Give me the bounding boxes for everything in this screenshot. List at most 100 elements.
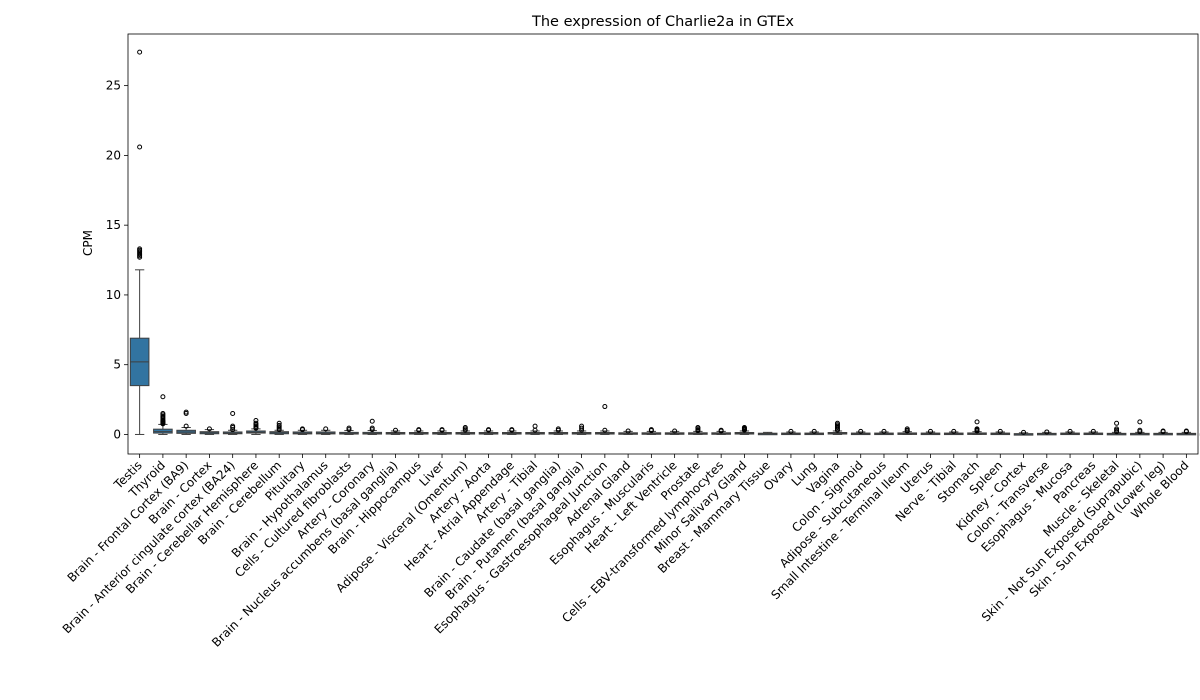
- box-16: [502, 427, 522, 435]
- outlier-point: [788, 428, 794, 434]
- box-12: [408, 427, 429, 435]
- y-tick-label: 25: [106, 79, 121, 93]
- outlier-point: [276, 420, 282, 426]
- outlier-point: [323, 426, 329, 432]
- box-40: [1060, 428, 1080, 436]
- outlier-point: [462, 424, 468, 430]
- box-11: [385, 427, 406, 435]
- outlier-point: [858, 428, 864, 434]
- outlier-point: [369, 425, 375, 431]
- outlier-point: [928, 428, 933, 434]
- outlier-point: [672, 428, 678, 434]
- box-20: [595, 404, 615, 435]
- outlier-point: [834, 420, 840, 426]
- outlier-point: [369, 418, 375, 424]
- outlier-point: [230, 427, 236, 433]
- box-35: [943, 428, 964, 436]
- box-30: [827, 420, 848, 435]
- box-15: [478, 427, 499, 435]
- box-25: [711, 427, 731, 435]
- box-27: [757, 431, 778, 436]
- outlier-point: [1137, 427, 1143, 433]
- y-axis: 0 5 10 15 20 25: [106, 79, 128, 441]
- box-13: [432, 427, 452, 435]
- outlier-point: [974, 419, 980, 425]
- outlier-point: [230, 423, 236, 429]
- box-21: [618, 428, 638, 435]
- outlier-point: [439, 427, 445, 433]
- outlier-point: [625, 428, 631, 434]
- y-tick-label: 20: [106, 148, 121, 162]
- outlier-point: [951, 428, 957, 434]
- box-45: [1176, 428, 1197, 436]
- outlier-point: [206, 426, 212, 432]
- box-23: [664, 428, 685, 435]
- outlier-point: [137, 144, 143, 150]
- outlier-point: [137, 246, 143, 252]
- box-9: [339, 425, 359, 435]
- outlier-point: [253, 420, 259, 426]
- y-tick-label: 5: [113, 358, 121, 372]
- box-36: [967, 419, 987, 435]
- outlier-point: [741, 424, 747, 430]
- box-14: [455, 424, 476, 435]
- box-22: [641, 427, 662, 435]
- outlier-point: [1114, 420, 1120, 426]
- outlier-point: [974, 426, 980, 432]
- box-42: [1106, 420, 1127, 436]
- box-37: [990, 428, 1011, 436]
- outlier-point: [1183, 428, 1189, 434]
- box-34: [920, 428, 941, 436]
- outlier-point: [1160, 428, 1166, 434]
- box-6: [269, 420, 289, 435]
- outlier-point: [532, 423, 538, 429]
- outlier-point: [137, 49, 143, 55]
- box-8: [315, 426, 336, 435]
- box-17: [525, 423, 545, 435]
- box-7: [292, 426, 313, 435]
- outlier-point: [276, 422, 282, 428]
- outlier-point: [299, 426, 305, 432]
- box-4: [222, 411, 243, 435]
- outlier-point: [253, 418, 259, 424]
- outlier-point: [555, 426, 561, 432]
- outlier-point: [1114, 426, 1120, 432]
- outlier-point: [1137, 419, 1143, 425]
- box-44: [1153, 428, 1173, 436]
- outlier-point: [904, 426, 910, 432]
- outlier-point: [416, 427, 422, 433]
- box-19: [571, 423, 592, 435]
- box-31: [850, 428, 871, 436]
- outlier-point: [183, 409, 189, 415]
- outlier-point: [811, 428, 817, 434]
- outlier-point: [1021, 429, 1027, 435]
- box-0: [129, 49, 150, 435]
- outlier-point: [486, 427, 492, 433]
- outlier-point: [160, 411, 166, 417]
- box-24: [688, 424, 708, 435]
- box-39: [1037, 429, 1057, 436]
- outlier-point: [579, 423, 585, 429]
- box-33: [897, 426, 918, 435]
- box-38: [1013, 429, 1034, 436]
- outlier-point: [1067, 428, 1073, 434]
- box-28: [781, 428, 801, 436]
- box-26: [734, 424, 755, 435]
- outlier-point: [718, 427, 724, 433]
- y-axis-label: CPM: [81, 230, 95, 256]
- outlier-point: [393, 427, 398, 433]
- plot-frame: [127, 33, 1199, 455]
- box-10: [362, 418, 383, 435]
- box-32: [874, 428, 894, 436]
- box-43: [1130, 419, 1150, 436]
- boxes-layer: [129, 49, 1200, 436]
- box-1: [153, 394, 173, 435]
- chart-title: The expression of Charlie2a in GTEx: [531, 14, 794, 30]
- y-tick-label: 10: [106, 288, 121, 302]
- outlier-point: [881, 428, 887, 434]
- box-5: [246, 418, 266, 435]
- outlier-point: [1044, 429, 1050, 435]
- box-29: [804, 428, 824, 436]
- box-3: [199, 426, 220, 435]
